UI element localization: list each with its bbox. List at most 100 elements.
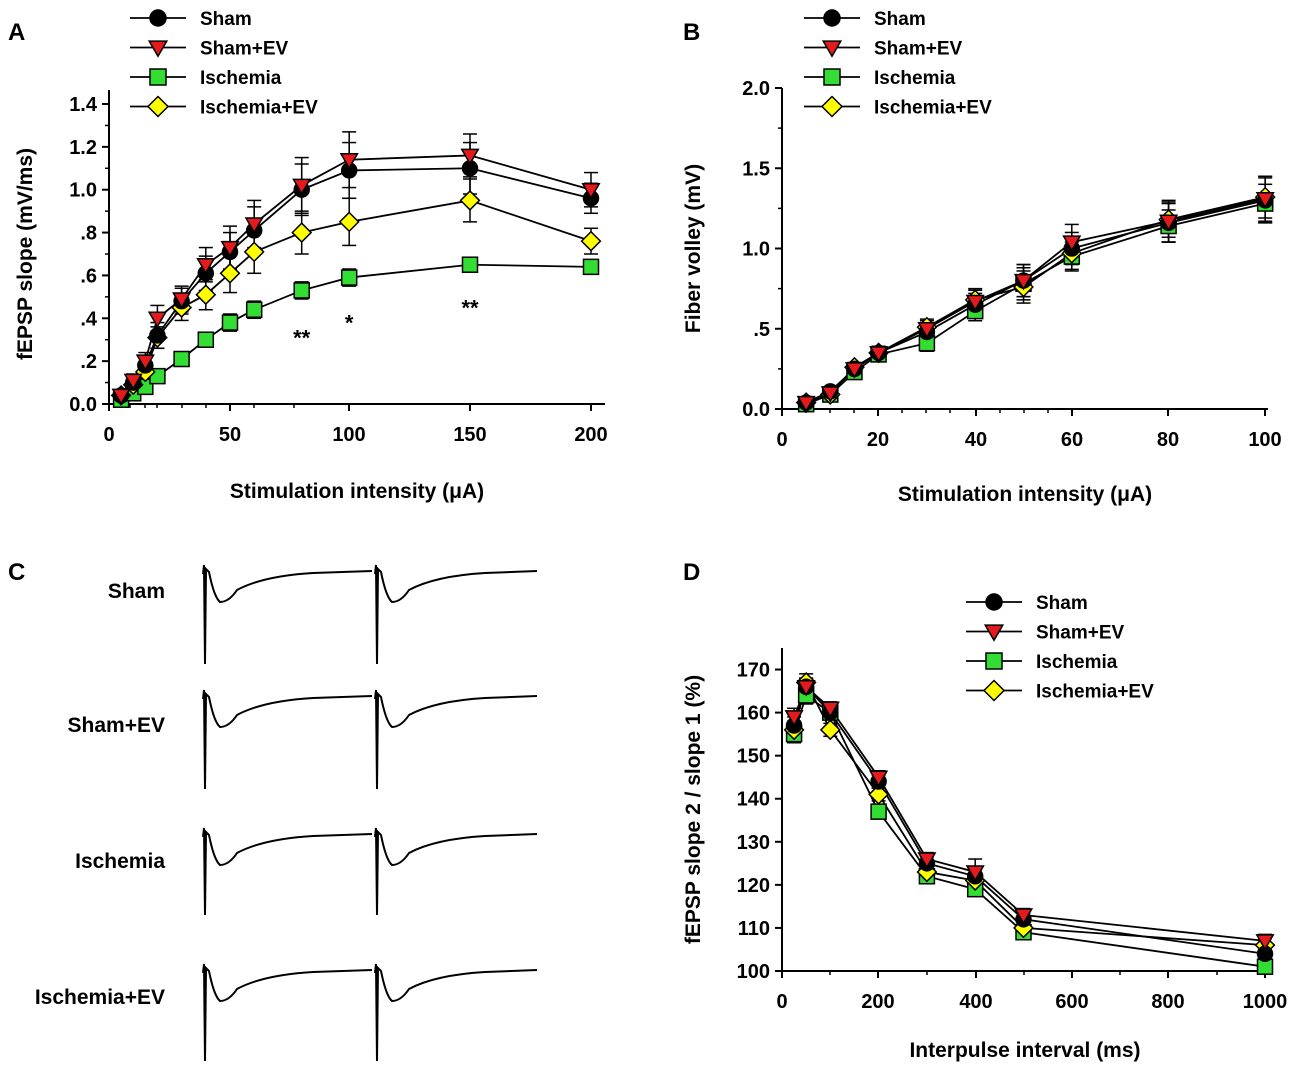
point-shamEV [869,346,889,363]
panel-d: 100 110 120 130 140 150 160 170 0 200 400 600 800 100… [682,559,1287,1062]
point-shamEV [784,710,804,727]
series-line-sham [805,199,1266,404]
legend-label-shamEV: Sham+EV [1036,623,1125,644]
y-tick-label: .4 [80,308,98,330]
series-ischEV [799,175,1273,405]
y-tick-label: 140 [737,789,770,811]
point-shamEV [339,152,359,170]
point-sham [149,327,166,344]
point-shamEV [1013,908,1034,925]
legend-marker-ischEV [982,679,1006,702]
y-tick-label: 170 [737,660,770,682]
x-tick-label: 50 [219,424,241,446]
x-tick-label: 0 [103,424,114,446]
x-tick-label: 80 [1157,429,1179,451]
trace-1 [202,689,373,790]
y-axis-label: fEPSP slope (mV/ms) [14,148,37,360]
series-line-shamEV [805,197,1266,404]
point-shamEV [244,217,264,234]
panel-a: 0.0 .2 .4 .6 .8 1.0 1.2 1.4 0 50 100 150 200 Stimulat… [8,9,608,503]
point-shamEV [1013,273,1034,291]
y-tick-label: 1.0 [742,239,770,261]
y-tick-label: 0.0 [742,399,770,421]
trace-2 [374,827,538,916]
x-tick-label: 600 [1055,991,1088,1013]
point-shamEV [135,354,155,371]
y-tick-label: 1.0 [69,180,97,202]
y-tick-label: 1.2 [69,137,97,159]
point-shamEV [917,322,937,339]
point-ischEV [291,222,313,244]
point-shamEV [844,362,865,379]
trace-label: Sham+EV [68,714,165,737]
trace-2 [374,564,538,665]
series-line-isch [805,202,1266,406]
panel-letter-c: C [8,559,25,586]
y-tick-label: 150 [737,746,770,768]
x-tick-label: 200 [574,424,607,446]
series-line-shamEV [793,685,1266,942]
panel-b: 0.0 .5 1.0 1.5 2.0 0 20 40 60 80 100 Stimulation in… [682,9,1282,506]
legend-label-sham: Sham [1036,593,1088,614]
y-tick-label: 110 [738,918,770,940]
legend-label-isch: Ischemia [200,68,282,89]
legend-marker-sham [149,9,167,27]
y-tick-label: .6 [80,265,97,287]
legend-marker-shamEV [983,624,1005,642]
y-tick-label: 120 [737,875,770,897]
panel-letter-a: A [8,19,25,46]
legend-label-ischEV: Ischemia+EV [1036,682,1154,703]
y-tick-label: .2 [80,351,97,373]
significance-mark: ** [293,325,311,350]
trace-label: Ischemia+EV [35,986,165,1009]
point-isch [340,269,358,286]
legend-marker-isch [985,652,1003,670]
trace-1 [202,827,373,916]
significance-mark: ** [461,295,479,320]
trace-2 [374,963,538,1062]
point-shamEV [1255,934,1275,951]
point-shamEV [581,182,601,200]
point-isch [245,301,263,318]
significance-mark: * [345,310,354,335]
x-tick-label: 60 [1061,429,1083,451]
y-axis-label: fEPSP slope 2 / slope 1 (%) [682,675,705,944]
point-shamEV [965,865,985,882]
point-shamEV [796,680,816,697]
x-axis-label: Stimulation intensity (μA) [230,480,484,503]
y-tick-label: 100 [737,961,770,983]
point-isch [870,803,887,820]
legend-label-ischEV: Ischemia+EV [200,98,318,119]
point-ischEV [195,284,217,306]
legend-label-sham: Sham [200,9,252,30]
trace-label: Ischemia [75,850,165,873]
legend-marker-ischEV [820,95,844,118]
y-tick-label: 160 [737,703,770,725]
point-isch [461,256,479,273]
point-ischEV [338,211,360,233]
y-tick-label: 1.5 [742,158,770,180]
legend-marker-sham [985,593,1003,611]
legend-label-shamEV: Sham+EV [200,39,289,60]
y-tick-label: 2.0 [742,78,770,100]
x-tick-label: 800 [1151,991,1184,1013]
x-tick-label: 1000 [1243,991,1288,1013]
legend-marker-shamEV [821,40,843,58]
point-shamEV [172,292,192,309]
series-line-ischEV [793,679,1266,947]
point-shamEV [123,373,143,391]
x-tick-label: 0 [776,991,787,1013]
trace-1 [202,564,373,665]
legend-label-isch: Ischemia [874,68,956,89]
legend-marker-shamEV [147,40,169,58]
point-shamEV [1062,235,1082,252]
x-tick-label: 40 [965,429,987,451]
point-isch [173,350,190,368]
x-tick-label: 400 [959,991,992,1013]
point-shamEV [1255,191,1275,209]
point-shamEV [111,388,131,406]
point-isch [221,314,239,331]
trace-1 [202,963,373,1062]
x-tick-label: 200 [861,991,894,1013]
